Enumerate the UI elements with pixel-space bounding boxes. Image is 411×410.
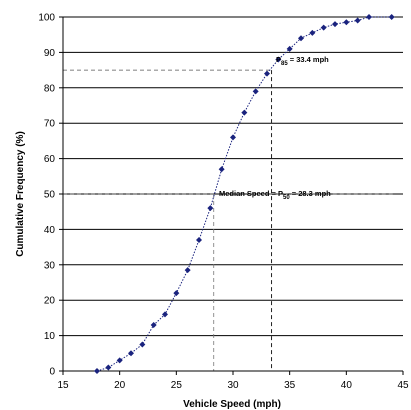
- data-point-25: [173, 290, 180, 297]
- y-tick-label-80: 80: [44, 83, 56, 94]
- data-point-37: [309, 29, 316, 36]
- data-point-19: [105, 364, 112, 371]
- y-tick-label-60: 60: [44, 154, 56, 165]
- reference-lines: [63, 69, 395, 371]
- data-series: [94, 14, 395, 374]
- x-tick-label-30: 30: [227, 380, 239, 391]
- data-point-35: [286, 45, 293, 52]
- grid-lines: [63, 16, 403, 337]
- data-point-28: [207, 205, 214, 212]
- data-point-42: [366, 14, 372, 20]
- data-point-30: [230, 134, 236, 141]
- data-point-23: [150, 321, 157, 328]
- data-point-29: [218, 166, 225, 173]
- data-point-40: [343, 19, 350, 26]
- x-axis-label: Vehicle Speed (mph): [183, 399, 281, 410]
- y-tick-label-20: 20: [44, 296, 56, 307]
- data-point-36: [298, 35, 304, 42]
- data-point-32: [252, 88, 259, 95]
- p85-annotation-sub: 85: [281, 61, 288, 67]
- y-tick-label-100: 100: [38, 13, 55, 24]
- x-tick-label-40: 40: [341, 380, 353, 391]
- median-annotation-value: = 28.3 mph: [290, 189, 331, 198]
- x-tick-label-25: 25: [171, 380, 183, 391]
- x-tick-label-35: 35: [284, 380, 296, 391]
- data-point-26: [184, 267, 191, 274]
- data-point-27: [196, 237, 202, 244]
- tick-labels: 0 10 20 30 40 50 60 70 80 90 100 15 20 25 30 35 40 45: [38, 13, 409, 392]
- x-tick-label-20: 20: [114, 380, 126, 391]
- median-annotation-main: Median Speed = P: [219, 189, 283, 198]
- p85-annotation: P85 = 33.4 mph: [276, 55, 329, 67]
- y-tick-label-70: 70: [44, 119, 56, 130]
- data-point-22: [139, 341, 146, 348]
- y-tick-label-40: 40: [44, 225, 56, 236]
- data-point-31: [241, 109, 248, 116]
- median-annotation: Median Speed = P50 = 28.3 mph: [219, 189, 331, 201]
- data-point-38: [320, 24, 327, 31]
- y-tick-label-0: 0: [49, 367, 55, 378]
- data-point-20: [116, 357, 123, 364]
- annotations: P85 = 33.4 mph Median Speed = P50 = 28.3…: [219, 55, 331, 201]
- data-point-39: [332, 21, 338, 28]
- y-tick-label-30: 30: [44, 260, 56, 271]
- y-tick-label-90: 90: [44, 48, 56, 59]
- y-tick-label-50: 50: [44, 190, 56, 201]
- data-point-18: [94, 368, 100, 374]
- data-point-24: [162, 311, 168, 318]
- x-tick-label-15: 15: [57, 380, 69, 391]
- x-tick-label-45: 45: [397, 380, 409, 391]
- axes: [59, 16, 404, 375]
- p85-annotation-value: = 33.4 mph: [288, 55, 329, 64]
- data-point-21: [128, 350, 134, 357]
- series-line-0: [96, 16, 392, 372]
- data-point-34: [275, 56, 282, 63]
- data-point-33: [264, 70, 270, 77]
- p85-annotation-main: P: [276, 55, 281, 64]
- data-point-44: [388, 14, 395, 20]
- y-tick-label-10: 10: [44, 331, 56, 342]
- data-point-41: [354, 17, 361, 24]
- median-annotation-sub: 50: [283, 195, 290, 201]
- y-axis-label: Cumulative Frequency (%): [15, 131, 26, 257]
